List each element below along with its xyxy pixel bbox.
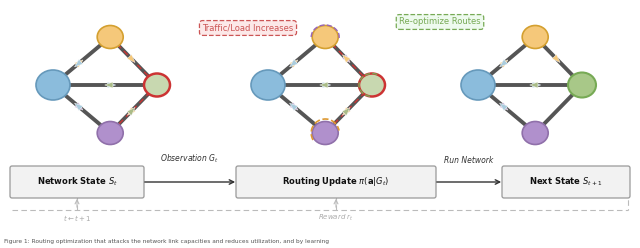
Polygon shape [290, 102, 298, 110]
Polygon shape [342, 107, 350, 116]
Polygon shape [289, 59, 298, 67]
Ellipse shape [461, 70, 495, 100]
Polygon shape [108, 82, 116, 88]
Text: $t \leftarrow t+1$: $t \leftarrow t+1$ [63, 213, 92, 223]
Ellipse shape [36, 70, 70, 100]
Text: Network State $S_t$: Network State $S_t$ [36, 176, 118, 188]
Ellipse shape [312, 26, 338, 49]
FancyBboxPatch shape [236, 166, 436, 198]
Polygon shape [289, 103, 298, 111]
FancyBboxPatch shape [502, 166, 630, 198]
Ellipse shape [251, 70, 285, 100]
Ellipse shape [568, 72, 596, 97]
Text: Figure 1: Routing optimization that attacks the network link capacities and redu: Figure 1: Routing optimization that atta… [4, 239, 329, 244]
Polygon shape [532, 82, 541, 88]
Ellipse shape [144, 73, 170, 96]
Polygon shape [500, 102, 508, 110]
Text: Observation $G_t$: Observation $G_t$ [161, 153, 220, 165]
Polygon shape [74, 59, 83, 67]
Polygon shape [127, 107, 135, 115]
Ellipse shape [359, 73, 385, 96]
Ellipse shape [312, 122, 338, 145]
Polygon shape [500, 60, 508, 67]
Text: Re-optimize Routes: Re-optimize Routes [399, 18, 481, 27]
Polygon shape [323, 82, 331, 88]
Polygon shape [342, 55, 350, 63]
Text: Next State $S_{t+1}$: Next State $S_{t+1}$ [529, 176, 603, 188]
Polygon shape [290, 60, 298, 67]
Text: Reward $r_t$: Reward $r_t$ [318, 213, 354, 223]
Polygon shape [530, 82, 538, 88]
Polygon shape [75, 102, 83, 110]
Polygon shape [342, 55, 350, 62]
Polygon shape [342, 107, 350, 115]
Polygon shape [500, 103, 508, 111]
Polygon shape [75, 60, 83, 67]
Polygon shape [105, 82, 113, 88]
Polygon shape [500, 59, 508, 67]
Text: Routing Update $\pi(\mathbf{a}|G_t)$: Routing Update $\pi(\mathbf{a}|G_t)$ [282, 176, 390, 188]
Text: Traffic/Load Increases: Traffic/Load Increases [202, 24, 294, 32]
FancyBboxPatch shape [10, 166, 144, 198]
Polygon shape [127, 107, 135, 116]
Ellipse shape [97, 26, 123, 49]
Polygon shape [74, 103, 83, 111]
Ellipse shape [522, 26, 548, 49]
Polygon shape [552, 55, 560, 62]
Text: Run Network: Run Network [444, 156, 493, 165]
Polygon shape [320, 82, 328, 88]
Ellipse shape [522, 122, 548, 145]
Ellipse shape [97, 122, 123, 145]
Polygon shape [127, 55, 135, 62]
